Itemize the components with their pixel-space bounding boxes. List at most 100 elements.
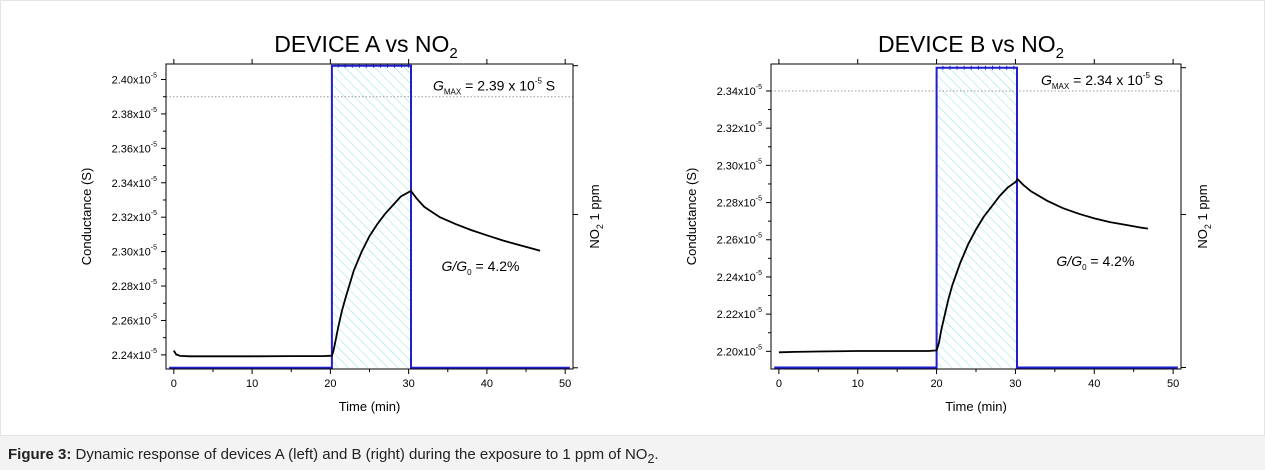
y-tick-label-exponent: -5 [151,348,157,355]
y-tick-label-mantissa: 2.34x10 [717,86,756,98]
ratio-annotation-symbol: G/G [1056,253,1082,269]
y-tick-label-mantissa: 2.40x10 [112,74,151,86]
right-axis-label-text: NO [587,229,602,249]
ratio-annotation-subscript: 0 [1082,263,1087,272]
y-tick-label-exponent: -5 [151,141,157,148]
y-tick-label-exponent: -5 [756,307,762,314]
x-tick-label: 0 [171,378,177,390]
chart-title: DEVICE B vs NO2 [878,31,1064,62]
y-tick-label: 2.32x10-5 [112,210,157,224]
y-axis-label: Conductance (S) [79,168,94,266]
right-axis-label-subscript: 2 [1203,224,1213,229]
gmax-annotation-symbol: G [1041,72,1052,88]
y-tick-label-mantissa: 2.34x10 [112,178,151,190]
gmax-annotation-unit: S [542,78,555,94]
y-tick-label-mantissa: 2.28x10 [717,198,756,210]
gmax-annotation-subscript: MAX [1052,82,1070,91]
y-tick-label: 2.36x10-5 [112,141,157,155]
exposure-hatch [331,65,411,368]
gas-pulse-line [169,64,570,369]
x-tick-label: 10 [852,378,864,390]
y-tick-label-exponent: -5 [151,313,157,320]
exposure-hatch [936,67,1017,368]
y-tick-label-mantissa: 2.26x10 [717,235,756,247]
y-tick-label-mantissa: 2.36x10 [112,143,151,155]
y-tick-label: 2.26x10-5 [112,313,157,327]
caption-subscript: 2 [647,452,655,466]
right-axis-label-unit: 1 ppm [1195,184,1210,224]
y-tick-label: 2.32x10-5 [717,121,762,135]
gmax-annotation: GMAX = 2.39 x 10-5 S [433,77,555,97]
right-axis-label-subscript: 2 [595,224,605,229]
y-tick-label: 2.22x10-5 [717,307,762,321]
y-tick-label-mantissa: 2.30x10 [717,160,756,172]
ratio-annotation-value: = 4.2% [472,258,520,274]
y-tick-label-mantissa: 2.32x10 [717,123,756,135]
gmax-annotation-value: = 2.34 x 10 [1069,72,1143,88]
y-tick-label-exponent: -5 [756,84,762,91]
right-axis-label: NO2 1 ppm [1195,184,1213,248]
ratio-annotation: G/G0 = 4.2% [1056,253,1134,272]
x-tick-label: 40 [481,378,493,390]
chart-title-subscript: 2 [449,45,457,62]
y-tick-label-exponent: -5 [151,72,157,79]
x-tick-label: 50 [559,378,571,390]
y-tick-label-exponent: -5 [756,233,762,240]
y-tick-label: 2.40x10-5 [112,72,157,86]
x-tick-label: 30 [403,378,415,390]
y-tick-label: 2.30x10-5 [112,245,157,259]
y-tick-label: 2.28x10-5 [717,196,762,210]
gmax-annotation-symbol: G [433,78,444,94]
right-axis-label-unit: 1 ppm [587,184,602,224]
y-tick-label-mantissa: 2.28x10 [112,281,151,293]
figure-caption: Figure 3: Dynamic response of devices A … [8,446,659,466]
conductance-series-line [778,177,1149,354]
y-tick-label: 2.20x10-5 [717,344,762,358]
x-tick-label: 50 [1167,378,1179,390]
y-tick-label-exponent: -5 [151,279,157,286]
y-axis-label: Conductance (S) [684,168,699,266]
x-tick-label: 40 [1088,378,1100,390]
y-tick-label: 2.24x10-5 [112,348,157,362]
ratio-annotation-symbol: G/G [442,258,468,274]
y-tick-label-mantissa: 2.20x10 [717,346,756,358]
y-tick-label-exponent: -5 [151,210,157,217]
chart-title-text: DEVICE A vs NO [274,31,449,57]
chart-title-text: DEVICE B vs NO [878,31,1056,57]
gas-pulse-line [774,66,1178,369]
gmax-annotation-unit: S [1150,72,1163,88]
right-axis-label: NO2 1 ppm [587,184,605,248]
y-tick-label-exponent: -5 [756,158,762,165]
y-tick-label: 2.34x10-5 [717,84,762,98]
y-tick-label-mantissa: 2.22x10 [717,309,756,321]
caption-label: Figure 3: [8,446,72,463]
x-tick-label: 0 [776,378,782,390]
gmax-annotation-value: = 2.39 x 10 [461,78,535,94]
y-tick-label-mantissa: 2.32x10 [112,212,151,224]
y-tick-label-exponent: -5 [151,176,157,183]
y-tick-label: 2.24x10-5 [717,270,762,284]
y-tick-label-mantissa: 2.38x10 [112,109,151,121]
y-tick-label: 2.34x10-5 [112,176,157,190]
gmax-annotation-subscript: MAX [444,88,462,97]
caption-text: Dynamic response of devices A (left) and… [71,446,648,463]
y-tick-label-exponent: -5 [151,245,157,252]
gmax-annotation-exponent: -5 [535,77,543,86]
caption-text-end: . [654,446,659,463]
y-tick-label: 2.38x10-5 [112,107,157,121]
chart-title: DEVICE A vs NO2 [274,31,457,62]
y-tick-label-mantissa: 2.24x10 [112,350,151,362]
x-tick-label: 20 [324,378,336,390]
gmax-annotation: GMAX = 2.34 x 10-5 S [1041,71,1163,91]
y-tick-label-exponent: -5 [756,121,762,128]
ratio-annotation: G/G0 = 4.2% [442,258,520,277]
x-axis-label: Time (min) [945,399,1007,414]
ratio-annotation-value: = 4.2% [1087,253,1135,269]
y-tick-label: 2.30x10-5 [717,158,762,172]
chart-title-subscript: 2 [1056,45,1064,62]
conductance-series-line [173,189,541,358]
x-tick-label: 30 [1009,378,1021,390]
